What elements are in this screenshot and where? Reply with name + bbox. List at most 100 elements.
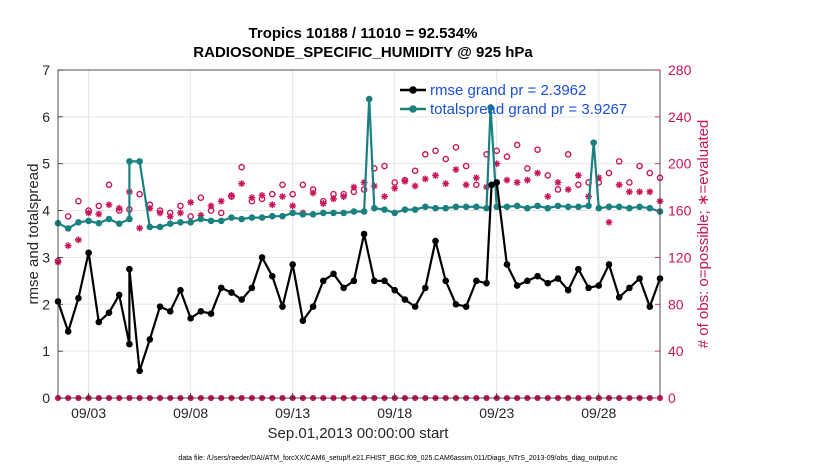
spread-spike-point-3 [590,139,597,146]
y-tick-label-left-3: 3 [42,249,50,265]
plot-area [58,70,660,398]
obs-possible-point-8 [136,190,143,198]
legend-label-1: totalspread grand pr = 3.9267 [430,101,627,118]
rmse-spike-point-1 [488,181,495,189]
obs-evaluated-point-5 [105,201,113,209]
spread-point-32 [381,206,388,213]
obs-evaluated-point-32 [381,193,388,200]
obs-evaluated-point-4 [95,210,103,218]
obs-possible-point-5 [105,181,113,189]
chart-title-line1: Tropics 10188 / 11010 = 92.534% [249,25,478,42]
rmse-point-38 [442,277,450,285]
rmse-point-56 [626,284,633,292]
obs-evaluated-point-28 [340,193,348,200]
obs-evaluated-point-57-stroke-3 [636,188,643,195]
obs-evaluated-point-22-stroke-3 [279,193,286,200]
obs-evaluated-point-37-stroke-3 [432,172,439,179]
footer-data-file: data file: /Users/raeder/DAI/ATM_forcXX/… [178,455,618,462]
rmse-point-55 [615,293,623,301]
obs-evaluated-point-19-stroke-3 [248,194,255,201]
obs-evaluated-point-15-stroke-3 [208,202,214,209]
obs-evaluated-point-47 [534,169,541,177]
obs-evaluated-point-25-stroke-3 [310,190,316,196]
x-tick-label-5: 09/28 [581,405,616,421]
rmse-point-48 [544,279,552,287]
obs-possible-point-16 [217,209,225,217]
x-tick-label-3: 09/18 [377,405,412,421]
obs-possible-point-36 [422,151,429,158]
obs-possible-point-46 [524,165,531,172]
spread-point-22 [279,212,286,220]
obs-possible-point-18 [238,163,245,171]
obs-evaluated-point-1-stroke-3 [65,242,72,249]
obs-evaluated-point-18-stroke-3 [238,180,245,187]
obs-evaluated-point-50-stroke-3 [565,186,572,193]
obs-possible-point-24 [299,181,307,189]
spread-point-12 [177,218,184,226]
spread-point-43 [493,203,501,211]
spread-point-49 [554,202,562,210]
rmse-point-39 [452,300,460,308]
obs-evaluated-point-47-stroke-3 [534,170,541,176]
spread-point-16 [217,217,225,225]
obs-evaluated-point-2 [75,236,82,244]
obs-possible-point-23 [289,190,296,198]
spread-point-26 [319,209,327,217]
rmse-point-53 [595,282,603,289]
spread-spike-point-1 [365,95,373,103]
obs-evaluated-point-23-stroke-3 [289,202,296,209]
spread-point-42 [483,204,490,212]
rmse-point-50 [564,286,572,294]
spread-point-29 [350,208,358,215]
obs-evaluated-point-45-stroke-3 [514,179,521,186]
obs-evaluated-point-38 [442,180,450,188]
rmse-point-2 [75,294,82,302]
x-tick-label-4: 09/23 [479,405,514,421]
rmse-point-25 [309,303,317,310]
spread-point-54 [605,203,613,211]
chart-title-line2: RADIOSONDE_SPECIFIC_HUMIDITY @ 925 hPa [193,44,533,61]
obs-possible-point-49 [554,186,562,193]
rmse-point-44 [503,261,511,268]
obs-evaluated-point-50 [564,186,572,193]
obs-evaluated-point-44 [503,176,511,184]
axis-ticks: 0 1 2 3 4 5 6 7 0 40 80 120 160 200 240 280 09/03 09/08 09… [42,62,691,421]
obs-possible-point-51 [575,181,582,189]
spread-spike-point-2 [487,104,494,111]
obs-evaluated-point-48 [544,193,552,200]
rmse-point-14 [197,308,205,315]
spread-spike-point-0 [126,158,133,165]
obs-evaluated-point-39-stroke-3 [453,166,459,173]
obs-evaluated-point-54 [605,218,613,226]
obs-evaluated-point-20-stroke-3 [259,192,265,199]
rmse-point-1 [64,328,72,335]
rmse-point-57 [636,275,643,282]
obs-evaluated-point-11-stroke-3 [167,213,174,220]
rmse-point-26 [319,277,327,285]
rmse-point-3 [85,249,92,257]
obs-possible-point-39 [452,144,460,151]
rmse-point-40 [462,303,470,310]
y-tick-label-left-0: 0 [42,390,50,406]
rmse-point-5 [105,309,113,317]
obs-evaluated-point-25 [309,189,317,197]
spread-point-53 [595,204,603,212]
spread-point-41 [473,203,480,211]
spread-point-34 [401,206,409,213]
y-axis-left-label: rmse and totalspread [25,164,42,305]
rmse-point-12 [177,286,184,294]
rmse-point-18 [238,296,245,303]
rmse-point-27 [330,270,337,278]
obs-evaluated-point-4-stroke-3 [95,211,102,217]
spread-point-30 [360,208,368,215]
rmse-point-43 [493,179,501,186]
spread-point-23 [289,209,296,217]
obs-evaluated-point-55 [615,181,623,189]
obs-evaluated-point-2-stroke-3 [75,236,82,243]
obs-possible-point-44 [503,153,511,160]
y-tick-label-left-6: 6 [42,109,50,125]
obs-possible-point-50 [564,151,572,158]
spread-point-13 [187,218,194,226]
y-tick-label-right-6: 240 [668,109,692,125]
spread-point-51 [575,203,582,211]
